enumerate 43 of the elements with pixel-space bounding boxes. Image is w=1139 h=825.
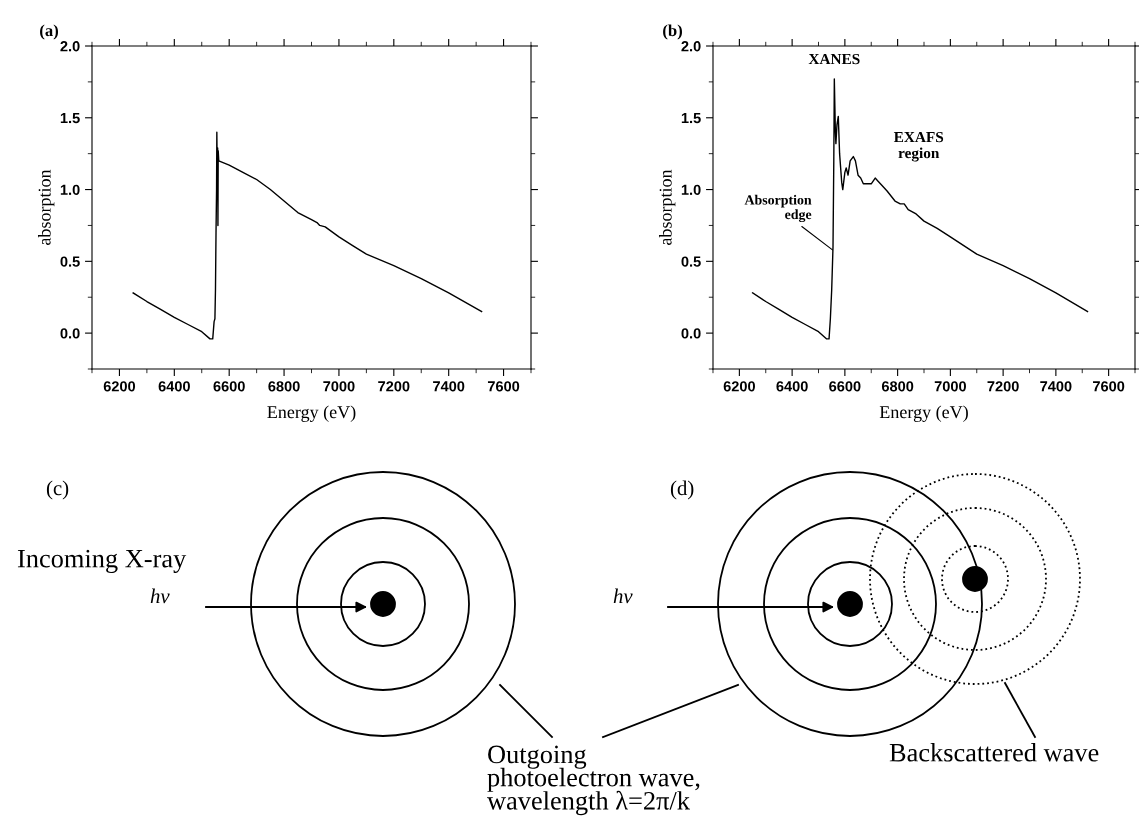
x-tick-label: 6200 — [723, 381, 755, 392]
x-tick-label: 7600 — [487, 381, 520, 392]
x-tick-label: 7400 — [433, 381, 465, 392]
annotation: EXAFS region — [893, 132, 944, 162]
x-tick-label: 7600 — [1093, 381, 1125, 392]
y-axis-title: absorption — [658, 169, 676, 245]
text: Outgoing photoelectron wave, wavelength λ=2π/k — [487, 745, 700, 816]
x-tick-label: 6800 — [268, 381, 300, 392]
x-axis-title: Energy (eV) — [879, 405, 968, 422]
y-tick-label: 1.5 — [60, 113, 80, 124]
y-tick-label: 1.5 — [681, 113, 701, 124]
x-tick-label: 6600 — [213, 381, 245, 392]
x-tick-label: 7000 — [323, 381, 355, 392]
x-tick-label: 6400 — [158, 381, 190, 392]
text: (d) — [670, 480, 694, 500]
x-tick-label: 7000 — [934, 381, 966, 392]
chart-title: (a) — [40, 24, 59, 40]
chart-title: (b) — [663, 24, 682, 40]
text: (c) — [46, 480, 69, 500]
text: Incoming X-ray — [17, 549, 187, 573]
x-tick-label: 6600 — [829, 381, 861, 392]
y-tick-label: 0.0 — [681, 328, 701, 339]
y-tick-label: 0.5 — [681, 256, 701, 267]
y-tick-label: 2.0 — [681, 41, 701, 52]
x-tick-label: 7200 — [378, 381, 410, 392]
text: hν — [613, 588, 633, 604]
y-tick-label: 2.0 — [60, 41, 80, 52]
text: hν — [150, 588, 170, 604]
line-series — [132, 131, 483, 340]
annotation: XANES — [808, 53, 860, 65]
annotation: Absorption edge — [744, 194, 812, 223]
y-tick-label: 1.0 — [681, 184, 701, 195]
y-tick-label: 1.0 — [60, 184, 80, 195]
x-axis-title: Energy (eV) — [267, 405, 356, 422]
y-tick-label: 0.5 — [60, 256, 80, 267]
x-tick-label: 6400 — [776, 381, 808, 392]
x-tick-label: 7400 — [1040, 381, 1072, 392]
y-tick-label: 0.0 — [60, 328, 80, 339]
x-tick-label: 7200 — [987, 381, 1019, 392]
text: Backscattered wave — [889, 743, 1099, 762]
x-tick-label: 6200 — [103, 381, 136, 392]
x-tick-label: 6800 — [881, 381, 914, 392]
y-axis-title: absorption — [37, 169, 55, 245]
